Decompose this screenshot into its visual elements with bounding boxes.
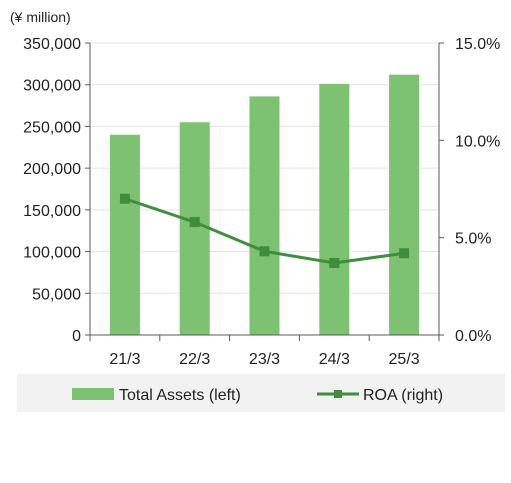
- y-left-tick-label: 350,000: [23, 36, 81, 53]
- y-left-tick-label: 250,000: [23, 119, 81, 136]
- line-series: [119, 193, 410, 268]
- bar: [109, 134, 140, 335]
- y-left-tick-label: 300,000: [23, 78, 81, 95]
- bar: [249, 96, 280, 335]
- legend-label-total-assets: Total Assets (left): [119, 387, 241, 404]
- x-tick-label: 21/3: [109, 351, 140, 368]
- roa-marker: [189, 217, 200, 228]
- y-unit-label: (¥ million): [10, 9, 71, 25]
- y-left-tick-label: 50,000: [32, 286, 81, 303]
- y-left-tick-label: 150,000: [23, 203, 81, 220]
- y-right-tick-label: 5.0%: [455, 231, 491, 248]
- roa-marker: [259, 246, 270, 257]
- x-tick-label: 25/3: [389, 351, 420, 368]
- y-right-tick-label: 0.0%: [455, 328, 491, 345]
- axes: [85, 42, 444, 341]
- roa-marker: [329, 257, 340, 268]
- bar: [319, 83, 350, 335]
- tick-labels: 0 50,000 100,000 150,000 200,000 250,000 300,0…: [23, 36, 500, 368]
- x-tick-label: 24/3: [319, 351, 350, 368]
- bar: [179, 122, 210, 335]
- bar: [389, 74, 420, 336]
- y-right-tick-label: 15.0%: [455, 36, 500, 53]
- y-right-tick-label: 10.0%: [455, 133, 500, 150]
- y-left-tick-label: 200,000: [23, 161, 81, 178]
- legend-label-roa: ROA (right): [363, 387, 443, 404]
- legend-marker-swatch: [334, 390, 342, 398]
- y-left-tick-label: 100,000: [23, 245, 81, 262]
- roa-marker: [399, 248, 410, 259]
- x-tick-label: 23/3: [249, 351, 280, 368]
- bar-series: [109, 74, 420, 336]
- x-tick-label: 22/3: [179, 351, 210, 368]
- y-left-tick-label: 0: [72, 328, 81, 345]
- legend-bar-swatch: [72, 388, 114, 400]
- roa-marker: [119, 193, 130, 204]
